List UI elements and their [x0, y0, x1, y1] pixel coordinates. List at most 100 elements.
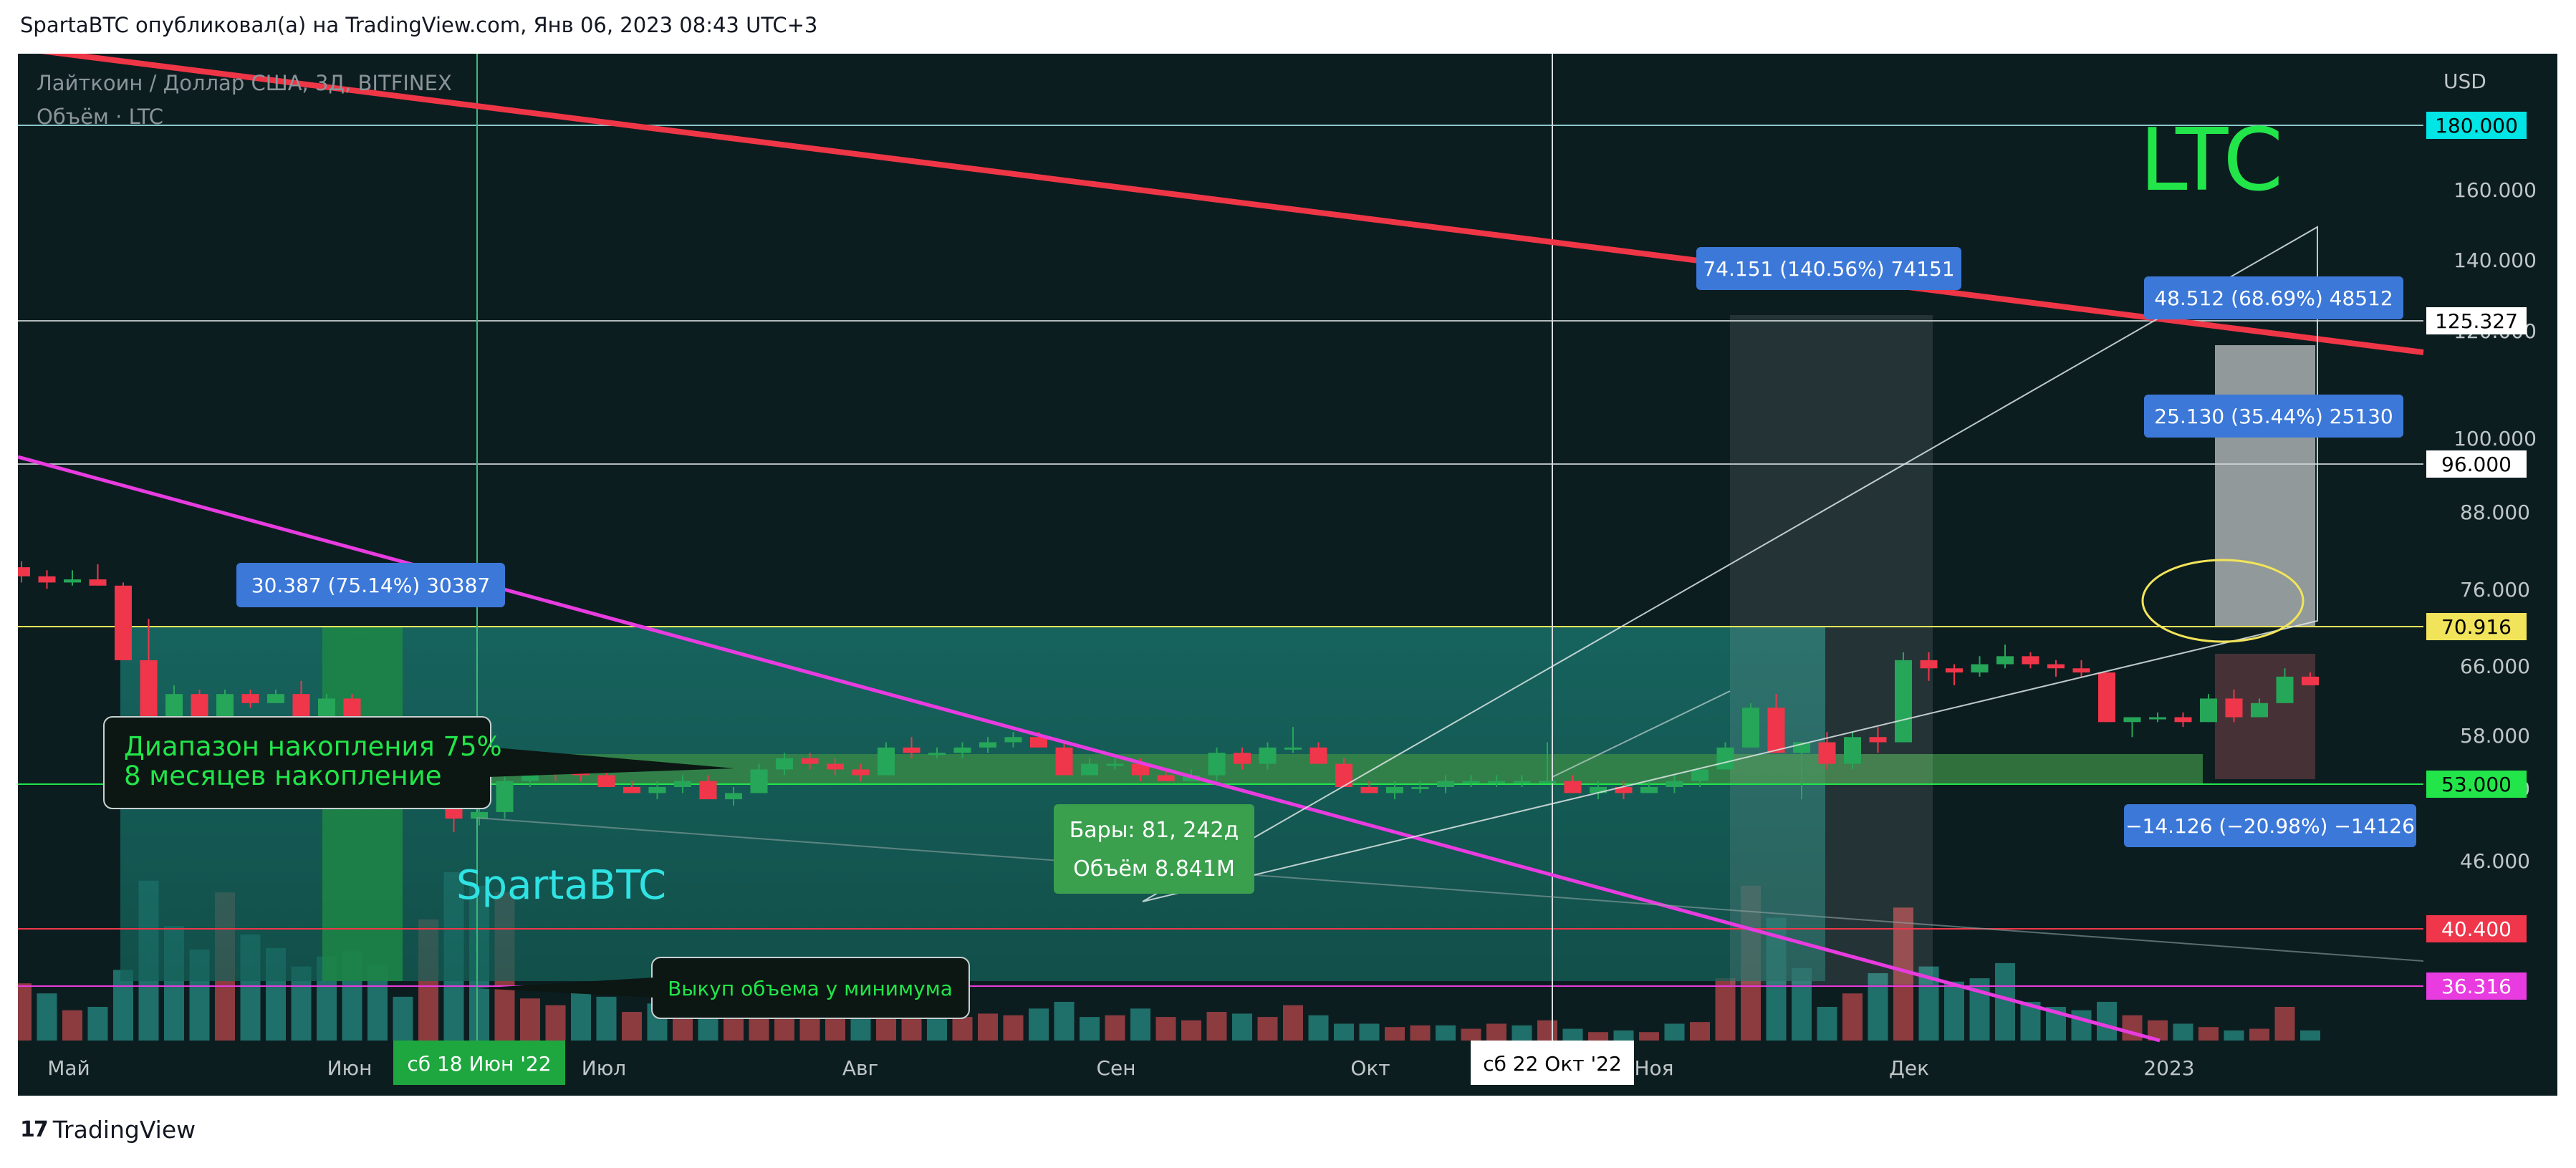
volume-bar — [1664, 1023, 1685, 1041]
candle — [1106, 758, 1124, 770]
candle-body — [64, 579, 81, 583]
price-tick: 66.000 — [2460, 655, 2530, 678]
measure-label-4-bg — [2144, 395, 2403, 438]
measure-label-1: 30.387 (75.14%) 30387 — [236, 563, 505, 607]
price-label-value: 53.000 — [2441, 773, 2512, 796]
volume-bar — [2249, 1028, 2269, 1041]
candle — [1208, 747, 1226, 781]
candle-body — [2251, 703, 2268, 718]
volume-bar — [596, 996, 617, 1041]
volume-bar — [952, 1017, 973, 1041]
volume-bar — [1562, 1028, 1583, 1041]
candle — [979, 737, 996, 753]
triangle-base-line — [1552, 690, 1731, 778]
volume-bar — [571, 990, 591, 1041]
chart-panel[interactable]: 30.387 (75.14%) 30387 74.151 (140.56%) 74… — [18, 54, 2557, 1096]
volume-bar — [724, 1015, 744, 1041]
time-tick: Авг — [842, 1056, 878, 1080]
price-label: 125.327 — [2426, 307, 2527, 334]
chart-svg[interactable]: 30.387 (75.14%) 30387 74.151 (140.56%) 74… — [18, 54, 2557, 1096]
candle — [1869, 727, 1887, 753]
volume-legend[interactable]: Объём · LTC — [37, 105, 164, 129]
candle-body — [1742, 708, 1759, 748]
candle — [1971, 656, 1989, 677]
volume-bar — [1969, 978, 1990, 1041]
candle — [623, 781, 640, 793]
callout-accumulation-line1: Диапазон накопления 75% — [124, 731, 502, 762]
candle — [1996, 645, 2014, 669]
symbol-legend[interactable]: Лайткоин / Доллар США, 3Д, BITFINEX — [37, 71, 452, 95]
volume-bar — [825, 1015, 845, 1041]
measure-label-5-text: −14.126 (−20.98%) −14126 — [2125, 814, 2415, 838]
volume-bar — [1080, 1017, 1100, 1041]
candle — [115, 582, 132, 660]
candle-body — [648, 786, 666, 793]
volume-bar — [1130, 1008, 1150, 1041]
volume-bar — [1486, 1023, 1506, 1041]
volume-bar — [113, 970, 133, 1041]
price-label: 70.916 — [2426, 613, 2527, 640]
candle — [1920, 652, 1938, 681]
price-tick: 140.000 — [2454, 248, 2537, 272]
measure-label-5-bg — [2124, 804, 2416, 847]
volume-bar — [1029, 1008, 1049, 1041]
volume-bar — [1385, 1027, 1405, 1041]
measure-label-3-bg — [2144, 276, 2403, 319]
cursor-time-label-2-bg — [1471, 1041, 1634, 1085]
candle-body — [2225, 698, 2243, 718]
candle — [852, 763, 870, 781]
candle-body — [2072, 668, 2090, 673]
candle — [725, 786, 742, 806]
cursor-time-label-2-text: сб 22 Окт '22 — [1483, 1052, 1622, 1076]
candle-body — [89, 579, 107, 586]
candle-body — [2047, 664, 2065, 669]
volume-bar — [1639, 1032, 1659, 1041]
price-label-value: 36.316 — [2441, 975, 2512, 998]
price-label: 36.316 — [2426, 972, 2527, 1000]
candle — [1691, 769, 1708, 787]
candle — [827, 758, 844, 776]
candle-body — [878, 747, 895, 776]
red-trendline — [40, 54, 2424, 355]
candle-body — [115, 585, 132, 660]
candle — [1844, 732, 1861, 770]
callout-buyback-pointer — [476, 978, 654, 998]
volume-bar — [1359, 1023, 1380, 1041]
candle-body — [1360, 786, 1378, 793]
candle-body — [1539, 781, 1556, 783]
candle-body — [2174, 717, 2192, 723]
candle — [1386, 781, 1403, 800]
callout-buyback-text: Выкуп объема у минимума — [668, 977, 953, 1000]
candle-body — [18, 567, 30, 576]
time-tick: Дек — [1889, 1056, 1929, 1080]
candle-body — [1666, 781, 1683, 787]
volume-bar — [1715, 978, 1736, 1041]
author-watermark: SpartaBTC — [456, 862, 666, 909]
candle-body — [699, 781, 717, 800]
volume-bar — [1613, 1030, 1634, 1041]
candle — [699, 775, 717, 800]
candle-body — [241, 694, 259, 703]
candle — [1259, 742, 1277, 770]
publish-header: SpartaBTC опубликовал(а) на TradingView.… — [20, 13, 818, 37]
candle-body — [1564, 781, 1582, 793]
volume-bar — [1308, 1015, 1329, 1041]
candle-body — [2123, 717, 2141, 723]
candle-body — [979, 742, 996, 748]
candle-body — [1844, 737, 1861, 764]
volume-bar — [87, 1007, 108, 1041]
candle — [1590, 781, 1607, 800]
price-tick: 58.000 — [2460, 724, 2530, 748]
candle-body — [1055, 747, 1073, 776]
candle — [2200, 694, 2217, 723]
candle — [2047, 660, 2065, 677]
volume-bar — [1817, 1007, 1837, 1041]
volume-bar — [622, 1012, 642, 1041]
volume-bar — [393, 996, 413, 1041]
candle-body — [1946, 668, 1963, 673]
candle-body — [1971, 664, 1989, 673]
price-label-value: 180.000 — [2435, 114, 2518, 137]
candle — [2149, 712, 2166, 723]
candle — [1640, 781, 1658, 793]
time-axis-background — [18, 1041, 2423, 1096]
